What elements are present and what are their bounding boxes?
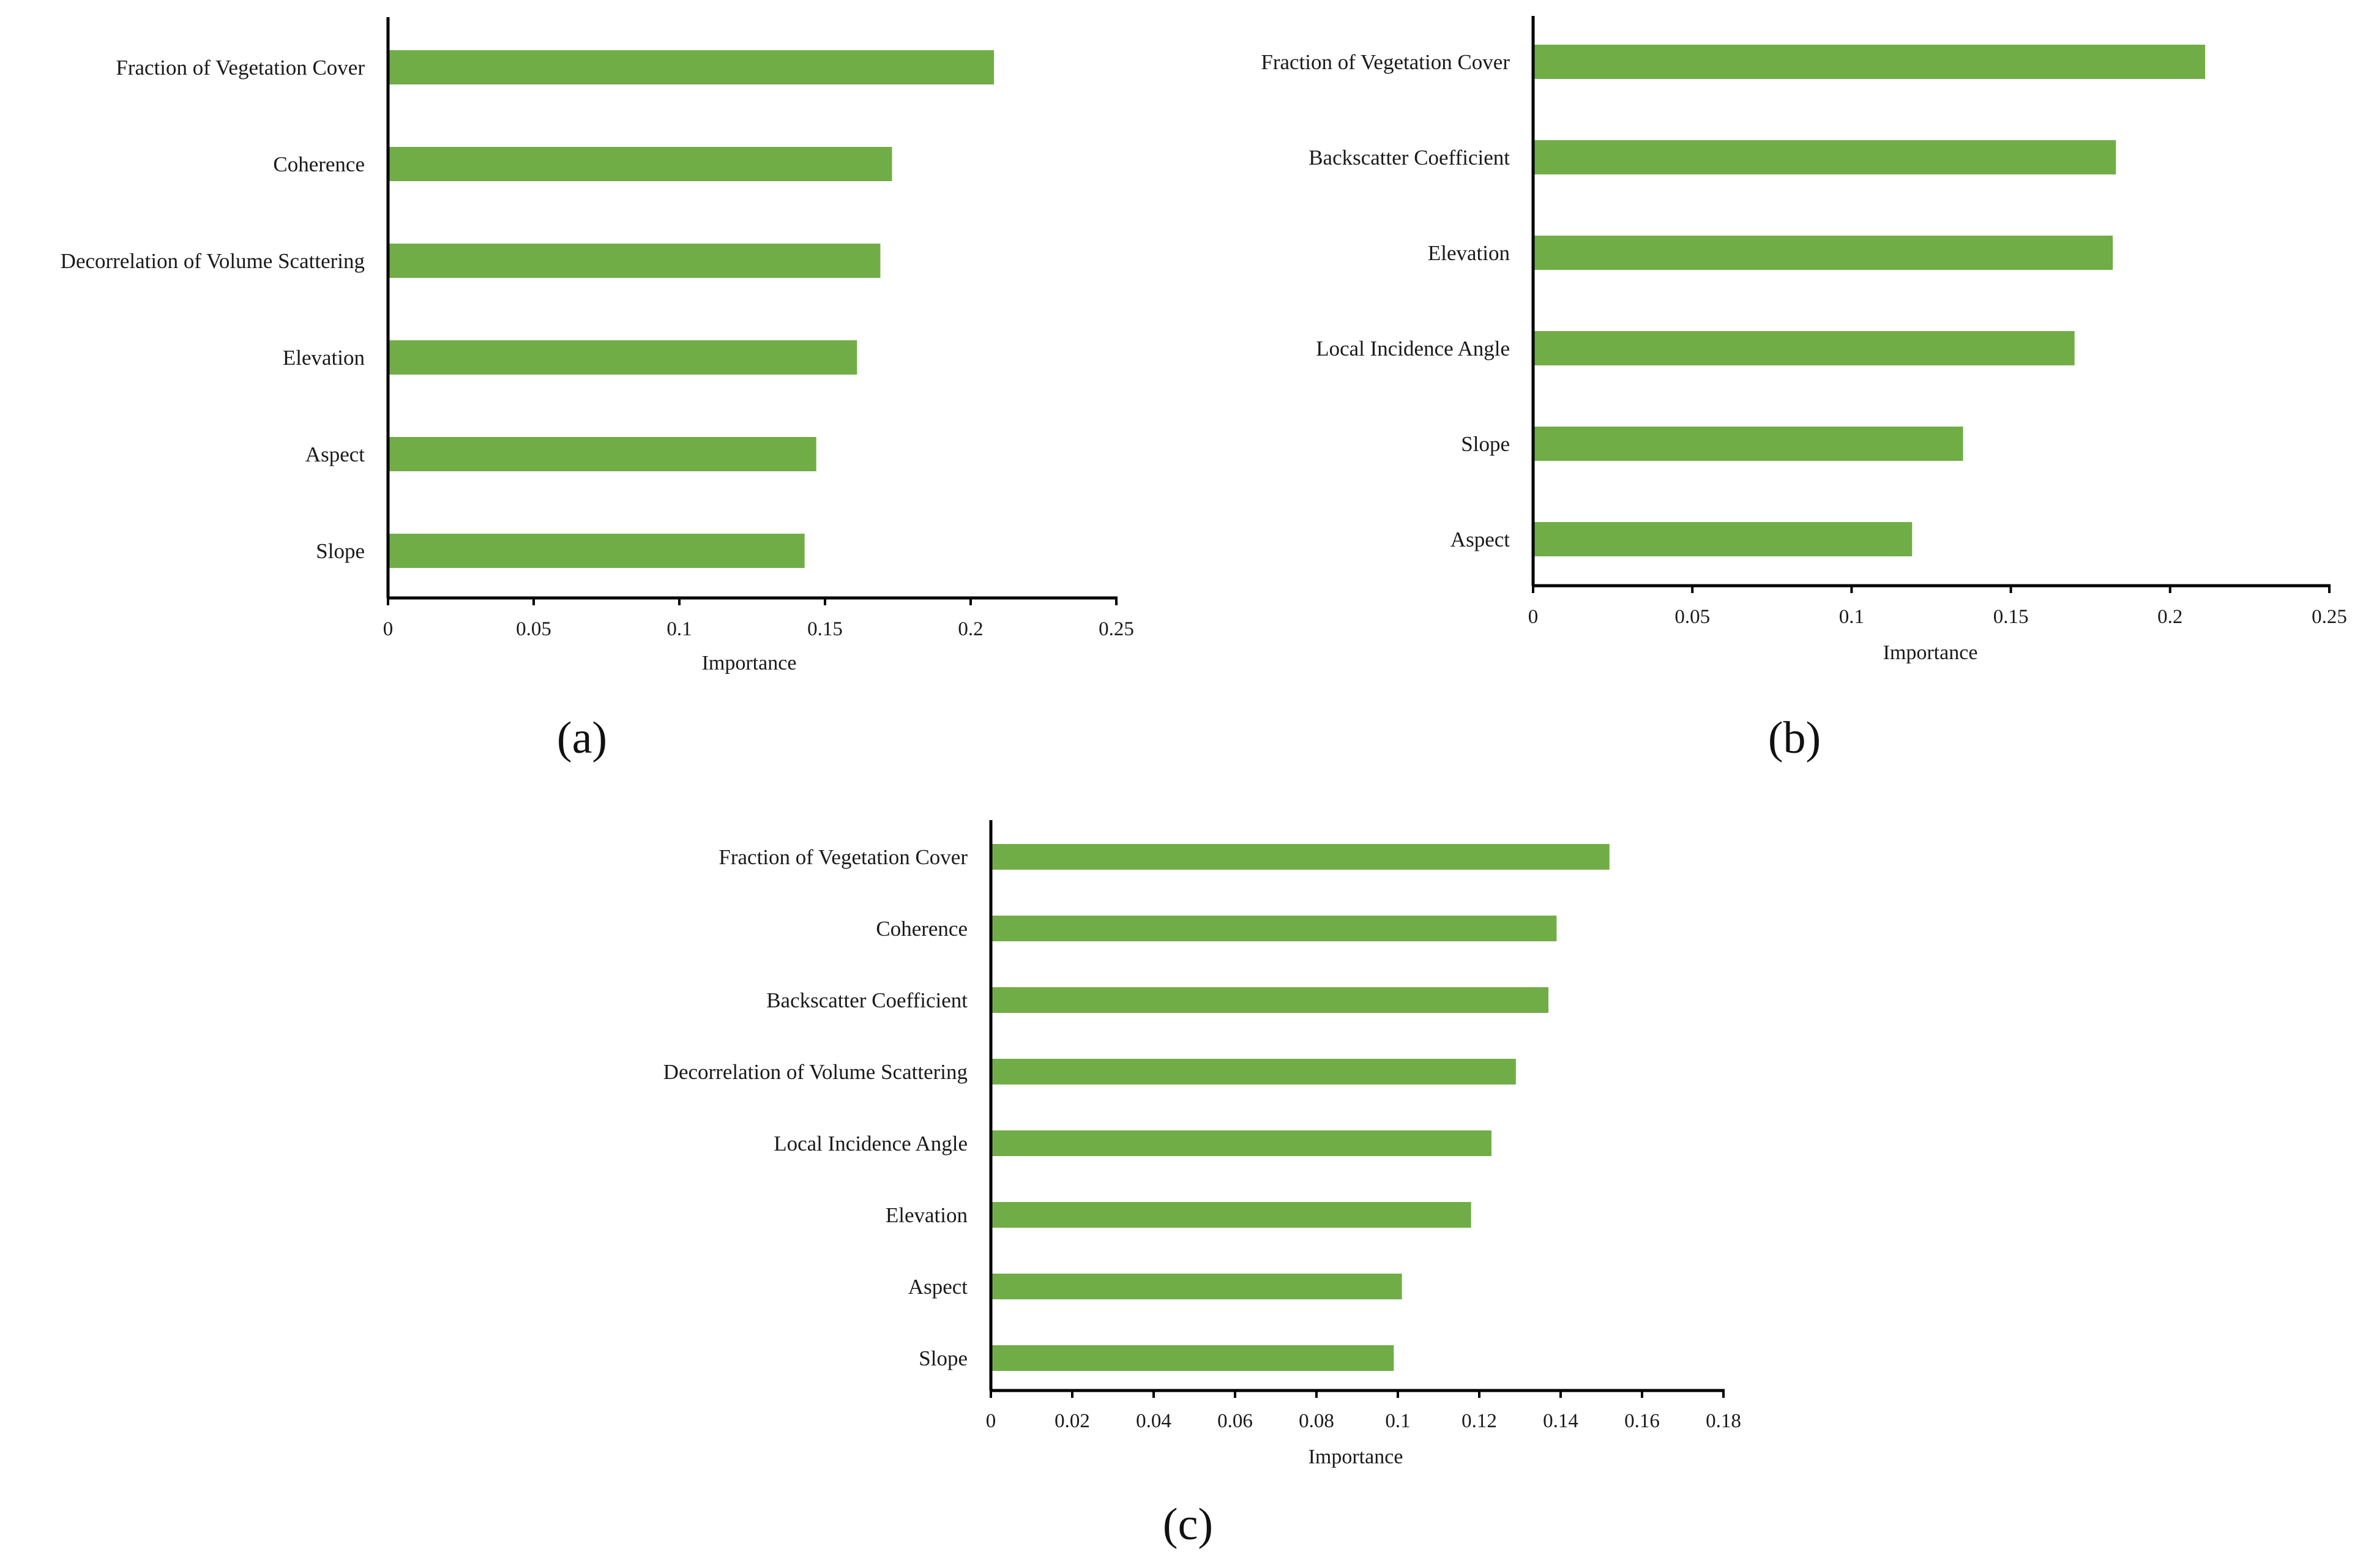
x-tick-label-c-6: 0.1: [1385, 1410, 1410, 1432]
bar-a-1: [388, 50, 995, 84]
category-label-c-7: Aspect: [908, 1275, 968, 1299]
bar-c-4: [991, 1059, 1516, 1085]
x-tick-label-c-10: 0.18: [1706, 1410, 1741, 1432]
bar-a-3: [388, 244, 881, 278]
category-label-a-4: Elevation: [283, 346, 365, 370]
bar-a-5: [388, 437, 816, 471]
x-tick-label-a-4: 0.15: [807, 618, 843, 640]
x-tick-label-b-3: 0.1: [1839, 606, 1864, 628]
bar-c-7: [991, 1274, 1402, 1299]
x-tick-label-a-6: 0.25: [1099, 618, 1134, 640]
chart-panel-c: Fraction of Vegetation Cover Coherence Bac…: [663, 820, 1741, 1432]
x-tick-label-b-6: 0.25: [2312, 606, 2347, 628]
bar-c-6: [991, 1202, 1471, 1228]
category-label-b-1: Fraction of Vegetation Cover: [1261, 50, 1510, 74]
category-label-c-8: Slope: [919, 1346, 968, 1370]
category-label-c-2: Coherence: [876, 917, 968, 941]
bar-a-2: [388, 147, 892, 181]
chart-panel-b: Fraction of Vegetation Cover Backscatter …: [1261, 16, 2347, 628]
bar-b-6: [1533, 522, 1913, 556]
bar-b-2: [1533, 140, 2116, 174]
x-tick-label-b-2: 0.05: [1674, 606, 1710, 628]
x-tick-label-b-5: 0.2: [2157, 606, 2182, 628]
category-label-c-1: Fraction of Vegetation Cover: [719, 845, 968, 869]
category-label-c-4: Decorrelation of Volume Scattering: [663, 1060, 968, 1084]
bar-b-4: [1533, 331, 2075, 365]
bar-c-5: [991, 1130, 1491, 1156]
category-label-a-3: Decorrelation of Volume Scattering: [61, 249, 365, 273]
category-label-a-5: Aspect: [305, 442, 365, 466]
category-label-c-3: Backscatter Coefficient: [766, 988, 968, 1012]
x-tick-label-c-8: 0.14: [1543, 1410, 1578, 1432]
category-label-b-2: Backscatter Coefficient: [1308, 146, 1510, 170]
x-tick-label-b-4: 0.15: [1993, 606, 2029, 628]
x-tick-label-c-9: 0.16: [1624, 1410, 1660, 1432]
category-label-a-1: Fraction of Vegetation Cover: [116, 56, 365, 80]
x-tick-label-c-2: 0.02: [1055, 1410, 1090, 1432]
x-tick-label-c-1: 0: [986, 1410, 996, 1432]
bar-c-3: [991, 987, 1549, 1013]
category-label-a-2: Coherence: [273, 152, 365, 176]
x-axis-title-b: Importance: [1883, 641, 1978, 664]
x-tick-label-c-3: 0.04: [1136, 1410, 1171, 1432]
x-axis-title-a: Importance: [702, 652, 797, 674]
bar-a-4: [388, 340, 857, 375]
bar-b-1: [1533, 45, 2206, 79]
bar-c-1: [991, 844, 1610, 870]
bar-c-2: [991, 916, 1557, 941]
panel-label-c: (c): [1163, 1499, 1213, 1550]
x-tick-label-a-1: 0: [383, 618, 394, 640]
x-tick-label-b-1: 0: [1528, 606, 1539, 628]
category-label-b-6: Aspect: [1450, 528, 1510, 551]
x-tick-label-a-2: 0.05: [516, 618, 551, 640]
category-label-b-4: Local Incidence Angle: [1316, 337, 1510, 360]
chart-panel-a: Fraction of Vegetation Cover Coherence Dec…: [61, 17, 1134, 640]
x-tick-label-a-3: 0.1: [666, 618, 692, 640]
category-label-c-6: Elevation: [886, 1203, 968, 1227]
x-tick-label-c-4: 0.06: [1217, 1410, 1253, 1432]
panel-label-a: (a): [557, 713, 607, 763]
bar-a-6: [388, 534, 805, 568]
x-tick-label-c-5: 0.08: [1299, 1410, 1334, 1432]
panel-label-b: (b): [1768, 713, 1821, 763]
bar-b-3: [1533, 236, 2113, 270]
category-label-b-3: Elevation: [1428, 241, 1510, 265]
category-label-c-5: Local Incidence Angle: [774, 1132, 968, 1155]
bar-b-5: [1533, 427, 1963, 461]
category-label-b-5: Slope: [1461, 432, 1510, 456]
x-tick-label-a-5: 0.2: [958, 618, 983, 640]
x-tick-label-c-7: 0.12: [1461, 1410, 1497, 1432]
x-axis-title-c: Importance: [1308, 1446, 1403, 1468]
category-label-a-6: Slope: [316, 539, 365, 563]
bar-c-8: [991, 1345, 1394, 1371]
